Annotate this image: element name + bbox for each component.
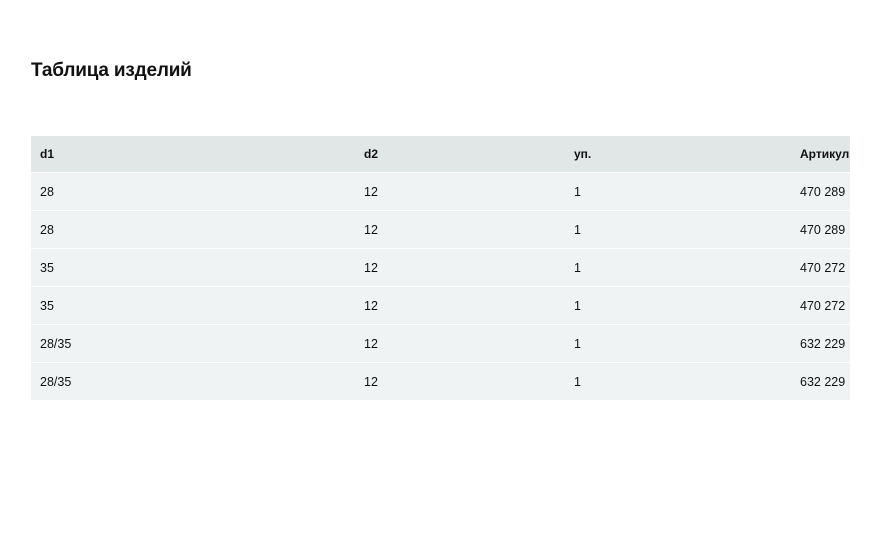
- table-cell: 28: [31, 210, 355, 249]
- column-header: d1: [31, 136, 355, 173]
- table-cell: 12: [355, 324, 565, 363]
- table-cell: 28: [31, 172, 355, 211]
- table-cell: 1: [565, 362, 791, 400]
- table-row: 28 12 1 470 289: [31, 210, 850, 249]
- table-cell: 470 289: [791, 172, 850, 211]
- table-cell: 1: [565, 286, 791, 325]
- table-cell: 12: [355, 210, 565, 249]
- table-cell: 470 272: [791, 248, 850, 287]
- table-cell: 12: [355, 172, 565, 211]
- table-cell: 35: [31, 286, 355, 325]
- table-cell: 470 272: [791, 286, 850, 325]
- table-cell: 632 229: [791, 324, 850, 363]
- column-header: d2: [355, 136, 565, 173]
- table-cell: 470 289: [791, 210, 850, 249]
- table-cell: 28/35: [31, 324, 355, 363]
- table-cell: 12: [355, 286, 565, 325]
- table-row: 28/35 12 1 632 229: [31, 362, 850, 400]
- table-row: 35 12 1 470 272: [31, 286, 850, 325]
- table-row: 35 12 1 470 272: [31, 248, 850, 287]
- products-table-container: d1 d2 уп. Артикул 28 12 1 470 289 28 12 1 470 289 3…: [31, 136, 850, 400]
- table-cell: 12: [355, 248, 565, 287]
- table-cell: 1: [565, 248, 791, 287]
- table-row: 28/35 12 1 632 229: [31, 324, 850, 363]
- table-cell: 35: [31, 248, 355, 287]
- table-header-row: d1 d2 уп. Артикул: [31, 136, 850, 173]
- table-cell: 1: [565, 172, 791, 211]
- table-cell: 632 229: [791, 362, 850, 400]
- table-cell: 12: [355, 362, 565, 400]
- page-title: Таблица изделий: [31, 60, 192, 81]
- table-cell: 28/35: [31, 362, 355, 400]
- table-cell: 1: [565, 324, 791, 363]
- products-table: d1 d2 уп. Артикул 28 12 1 470 289 28 12 1 470 289 3…: [31, 136, 850, 400]
- column-header: Артикул: [791, 136, 850, 173]
- table-row: 28 12 1 470 289: [31, 172, 850, 211]
- column-header: уп.: [565, 136, 791, 173]
- table-cell: 1: [565, 210, 791, 249]
